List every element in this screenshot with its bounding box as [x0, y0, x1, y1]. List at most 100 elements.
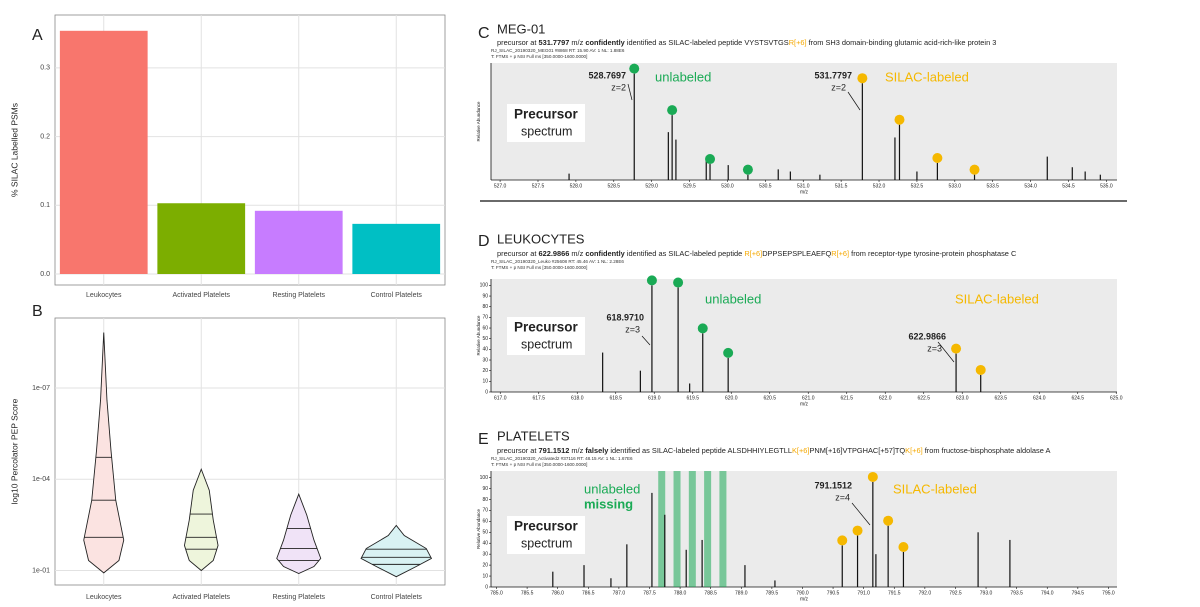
subtitle-part: identified as SILAC-labeled peptide VYST…	[625, 38, 789, 47]
isotope-marker	[857, 73, 868, 84]
isotope-marker	[629, 63, 640, 74]
isotope-marker	[951, 343, 962, 354]
x-tick-label: 534.5	[1062, 183, 1075, 189]
x-tick-label: 622.5	[917, 395, 930, 401]
x-tick-label: 793.5	[1010, 590, 1023, 596]
isotope-marker	[883, 515, 894, 526]
precursor-mz: 622.9866	[908, 331, 946, 341]
x-tick-label: Leukocytes	[86, 594, 122, 601]
x-tick-label: Control Platelets	[371, 594, 423, 601]
x-tick-label: Resting Platelets	[272, 594, 325, 601]
subtitle-part: from SH3 domain-binding glutamic acid-ri…	[807, 38, 997, 47]
panel-letter: B	[32, 303, 43, 320]
spectrum-label: Precursor	[514, 519, 579, 534]
isotope-marker	[742, 164, 753, 175]
x-axis-label: m/z	[800, 596, 809, 602]
x-tick-label: 534.0	[1024, 183, 1037, 189]
precursor-charge: z=2	[831, 82, 846, 92]
bar	[59, 30, 148, 275]
x-tick-label: 790.0	[796, 590, 809, 596]
leader-line	[851, 502, 871, 526]
x-tick-label: 789.5	[766, 590, 779, 596]
subtitle-part: PNM[+16]VTPGHAC[+57]TQ	[809, 446, 905, 455]
isotope-marker	[867, 471, 878, 482]
subtitle-part: precursor at	[497, 446, 539, 455]
x-tick-label: 794.0	[1041, 590, 1054, 596]
bar	[352, 223, 441, 275]
subtitle-part: R[+6]	[789, 38, 807, 47]
isotope-marker	[975, 364, 986, 375]
y-axis-label: Relative Abundance	[476, 315, 481, 356]
x-tick-label: 625.0	[1110, 395, 1123, 401]
subtitle-part: precursor at	[497, 38, 539, 47]
isotope-marker	[673, 277, 684, 288]
subtitle-part: DPPSEPSPLEAEFQ	[762, 249, 831, 258]
y-tick-label: 0.2	[40, 133, 50, 140]
x-tick-label: 792.0	[919, 590, 932, 596]
missing-stripe	[704, 471, 712, 587]
x-tick-label: 788.5	[704, 590, 717, 596]
x-tick-label: 533.0	[949, 183, 962, 189]
y-tick-label: 0.1	[40, 202, 50, 209]
y-tick-label: 100	[480, 475, 489, 481]
isotope-marker	[898, 541, 909, 552]
subtitle-part: from receptor-type tyrosine-protein phos…	[849, 249, 1017, 258]
y-tick-label: 50	[482, 336, 488, 342]
x-tick-label: 790.5	[827, 590, 840, 596]
scan-info: RJ_SILAC_20190320_MEG01 #8868 RT: 15.90 …	[491, 48, 625, 53]
subtitle-part: precursor at	[497, 249, 539, 258]
subtitle-part: falsely	[585, 446, 609, 455]
series-label: SILAC-labeled	[955, 291, 1039, 306]
panel-letter: A	[32, 27, 43, 44]
bar	[157, 203, 246, 275]
y-tick-label: 80	[482, 497, 488, 503]
precursor-mz: 791.1512	[814, 480, 852, 490]
leader-line	[627, 83, 633, 101]
x-tick-label: 528.0	[570, 183, 583, 189]
y-tick-label: 1e-04	[32, 476, 50, 483]
x-tick-label: 621.0	[802, 395, 815, 401]
x-tick-label: 528.5	[608, 183, 621, 189]
y-tick-label: 70	[482, 315, 488, 321]
y-tick-label: 0	[485, 389, 488, 395]
y-tick-label: 70	[482, 508, 488, 514]
subtitle-part: K[+6]	[905, 446, 922, 455]
subtitle-part: 622.9866	[539, 249, 570, 258]
scan-info: RJ_SILAC_20190320_Activated2 #37116 RT: …	[491, 456, 633, 461]
bar	[254, 210, 343, 275]
scan-info: T: FTMS + p NSI Full ms [350.0000-1600.0…	[491, 265, 587, 270]
violin	[183, 468, 219, 572]
x-tick-label: 529.5	[683, 183, 696, 189]
y-tick-label: 60	[482, 519, 488, 525]
x-tick-label: 618.5	[609, 395, 622, 401]
panel-title: LEUKOCYTES	[497, 231, 585, 246]
y-tick-label: 20	[482, 562, 488, 568]
subtitle-part: R[+6]	[744, 249, 762, 258]
subtitle-part: 531.7797	[539, 38, 570, 47]
precursor-charge: z=3	[625, 324, 640, 334]
x-tick-label: 531.0	[797, 183, 810, 189]
x-tick-label: 619.0	[648, 395, 661, 401]
violin	[276, 492, 322, 575]
y-tick-label: 0	[485, 584, 488, 590]
x-tick-label: 624.5	[1071, 395, 1084, 401]
violin	[83, 332, 125, 574]
x-tick-label: 786.5	[582, 590, 595, 596]
precursor-charge: z=3	[927, 343, 942, 353]
x-tick-label: 787.5	[643, 590, 656, 596]
isotope-marker	[723, 347, 734, 358]
x-tick-label: 530.5	[759, 183, 772, 189]
x-tick-label: 789.0	[735, 590, 748, 596]
plot-area	[491, 471, 1117, 587]
precursor-charge: z=2	[611, 82, 626, 92]
isotope-marker	[697, 323, 708, 334]
plot-area	[491, 63, 1117, 180]
x-tick-label: 532.0	[873, 183, 886, 189]
x-tick-label: 620.5	[763, 395, 776, 401]
x-tick-label: 530.0	[721, 183, 734, 189]
panel-letter: D	[478, 233, 490, 250]
isotope-marker	[837, 535, 848, 546]
subtitle: precursor at 622.9866 m/z confidently id…	[497, 249, 1017, 258]
plot-area	[491, 279, 1117, 392]
x-tick-label: 623.0	[956, 395, 969, 401]
